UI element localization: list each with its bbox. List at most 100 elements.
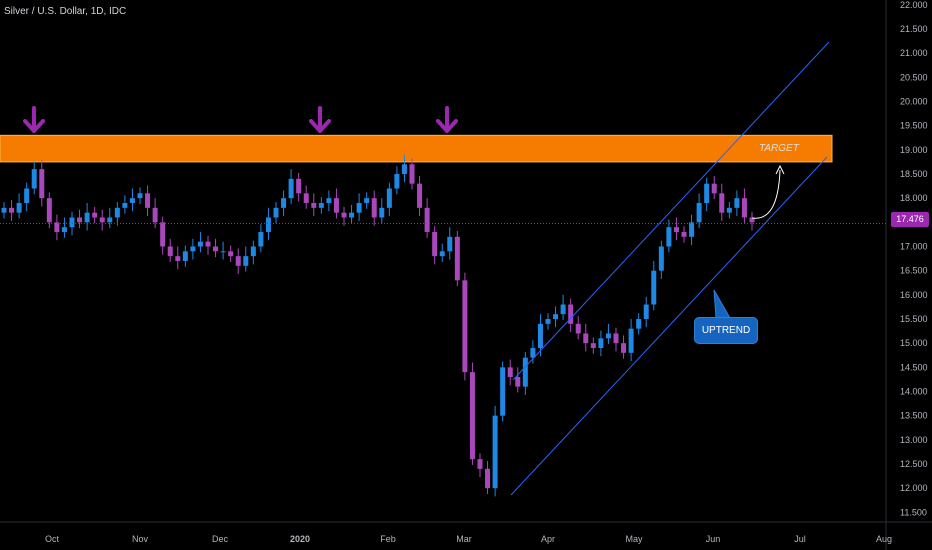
candle-body	[129, 198, 135, 203]
candle-body	[92, 212, 98, 218]
candle-body	[1, 207, 7, 213]
y-tick-label: 20.500	[900, 72, 928, 82]
candle-body	[220, 251, 226, 253]
candle-body	[160, 222, 166, 247]
last-price-label: 17.476	[891, 212, 929, 227]
candle-body	[643, 304, 649, 319]
candle-body	[409, 164, 415, 184]
candle-body	[515, 377, 521, 387]
candle-body	[281, 198, 287, 208]
candle-body	[39, 169, 45, 199]
x-tick-label: Feb	[380, 534, 396, 544]
candle-body	[651, 270, 657, 305]
candle-body	[69, 217, 75, 228]
y-tick-label: 11.500	[900, 507, 927, 517]
candle-body	[99, 217, 105, 223]
y-tick-label: 21.500	[900, 24, 928, 34]
candle-body	[333, 198, 339, 213]
candle-body	[349, 212, 355, 218]
candle-body	[560, 304, 566, 315]
x-tick-label: Dec	[212, 534, 229, 544]
candle-body	[583, 333, 589, 344]
candle-body	[288, 178, 294, 199]
candle-body	[726, 207, 732, 213]
y-tick-label: 19.500	[900, 121, 928, 131]
candle-body	[719, 193, 725, 213]
x-tick-label: Jun	[706, 534, 721, 544]
candle-body	[658, 246, 664, 271]
y-tick-label: 14.500	[900, 362, 928, 372]
x-tick-label: 2020	[290, 534, 310, 544]
y-tick-label: 13.000	[900, 435, 928, 445]
y-tick-label: 14.000	[900, 387, 928, 397]
candle-body	[265, 217, 271, 232]
candle-body	[401, 164, 407, 174]
x-tick-label: Mar	[456, 534, 472, 544]
x-tick-label: Nov	[132, 534, 149, 544]
candle-body	[424, 207, 430, 232]
candle-body	[77, 217, 83, 223]
candle-body	[258, 232, 264, 247]
candle-body	[235, 256, 241, 266]
candle-body	[696, 203, 702, 223]
candle-body	[46, 198, 52, 223]
candle-body	[145, 193, 151, 208]
y-tick-label: 19.000	[900, 145, 928, 155]
x-tick-label: Jul	[794, 534, 806, 544]
candle-body	[197, 241, 203, 247]
candle-body	[666, 227, 672, 247]
candle-body	[636, 319, 642, 329]
candle-body	[530, 348, 536, 358]
x-tick-label: Aug	[876, 534, 892, 544]
candle-body	[741, 198, 747, 218]
y-tick-label: 22.000	[900, 0, 928, 10]
candle-body	[507, 367, 513, 377]
candle-body	[250, 246, 256, 257]
candle-body	[31, 169, 37, 189]
candle-body	[621, 343, 627, 353]
candle-body	[590, 343, 596, 348]
candle-body	[568, 304, 574, 324]
candle-body	[167, 246, 173, 257]
candle-body	[681, 232, 687, 237]
candle-body	[462, 280, 468, 373]
candle-body	[711, 183, 717, 194]
purple-down-arrow-head	[23, 119, 45, 133]
candle-body	[213, 246, 219, 252]
candle-body	[628, 328, 634, 353]
y-tick-label: 15.000	[900, 338, 928, 348]
candle-body	[318, 203, 324, 208]
candle-body	[152, 207, 158, 223]
candle-body	[575, 323, 581, 334]
candle-body	[704, 183, 710, 203]
candle-body	[54, 222, 60, 232]
y-tick-label: 12.000	[900, 483, 928, 493]
candle-body	[9, 207, 15, 213]
candle-body	[311, 203, 317, 208]
candle-body	[122, 203, 128, 208]
y-tick-label: 18.000	[900, 193, 928, 203]
uptrend-callout[interactable]: UPTREND	[694, 317, 758, 344]
candle-body	[303, 193, 309, 203]
candle-body	[175, 256, 181, 261]
candle-body	[447, 236, 453, 252]
y-tick-label: 16.500	[900, 266, 928, 276]
y-tick-label: 15.500	[900, 314, 928, 324]
y-tick-label: 17.000	[900, 242, 928, 252]
x-tick-label: Apr	[541, 534, 555, 544]
resistance-zone	[0, 134, 833, 163]
callout-pointer	[713, 289, 731, 319]
y-tick-label: 21.000	[900, 48, 928, 58]
x-tick-label: May	[625, 534, 643, 544]
candle-body	[553, 314, 559, 319]
candle-body	[107, 217, 113, 223]
candle-body	[386, 188, 392, 208]
candle-body	[296, 178, 302, 194]
candle-body	[598, 338, 604, 348]
candle-body	[228, 251, 234, 257]
candle-body	[341, 212, 347, 218]
candle-body	[379, 207, 385, 218]
candle-body	[432, 232, 438, 257]
